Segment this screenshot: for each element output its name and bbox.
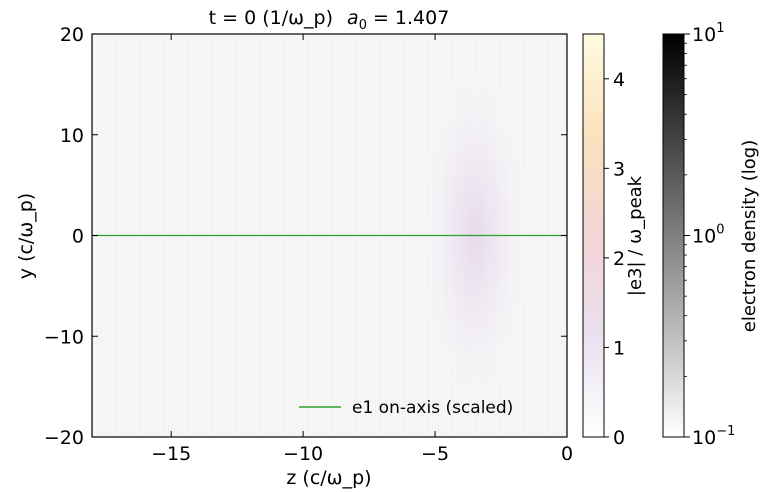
legend: e1 on-axis (scaled) (299, 398, 513, 418)
chart-title: t = 0 (1/ω_p) a0 = 1.407 (209, 7, 450, 33)
x-tick-label: −10 (283, 443, 323, 465)
title-a-value: = 1.407 (373, 7, 449, 29)
y-tick-label: 20 (60, 24, 84, 46)
field-colorbar-tick-label: 3 (613, 158, 625, 180)
title-a-subscript: 0 (359, 18, 367, 33)
density-colorbar-fill (662, 33, 685, 438)
title-time: t = 0 (1/ω_p) (209, 7, 333, 29)
density-colorbar: 10−1 100 101 electron density (log) (662, 21, 760, 449)
density-colorbar-ticks: 10−1 100 101 (684, 21, 735, 449)
x-tick-label: −5 (421, 443, 449, 465)
plot-area: −15 −10 −5 0 −20 −10 0 10 20 (44, 24, 573, 465)
x-tick-label: −15 (151, 443, 191, 465)
y-tick-label: −20 (44, 427, 84, 449)
density-colorbar-tick-label: 100 (692, 223, 724, 248)
density-colorbar-tick-label: 10−1 (692, 424, 735, 449)
density-colorbar-label: electron density (log) (739, 140, 760, 332)
legend-label-e1: e1 on-axis (scaled) (352, 398, 513, 418)
field-colorbar-tick-label: 2 (613, 248, 625, 270)
x-axis-label: z (c/ω_p) (286, 467, 371, 489)
y-tick-label: −10 (44, 326, 84, 348)
field-colorbar-tick-label: 4 (613, 69, 625, 91)
x-axis-ticks: −15 −10 −5 0 (151, 34, 573, 465)
field-colorbar-tick-label: 0 (613, 427, 625, 449)
density-colorbar-tick-label: 101 (692, 21, 724, 46)
field-colorbar-fill (582, 33, 605, 438)
title-a-symbol: a (347, 7, 359, 29)
y-axis-ticks: −20 −10 0 10 20 (44, 24, 567, 449)
y-tick-label: 10 (60, 125, 84, 147)
field-colorbar: 0 1 2 3 4 |e3| / ω_peak (582, 33, 646, 449)
y-axis-label: y (c/ω_p) (15, 193, 37, 279)
field-colorbar-ticks: 0 1 2 3 4 (604, 69, 625, 449)
y-tick-label: 0 (72, 226, 84, 248)
field-colorbar-tick-label: 1 (613, 337, 625, 359)
field-colorbar-label: |e3| / ω_peak (625, 175, 646, 296)
x-tick-label: 0 (561, 443, 573, 465)
